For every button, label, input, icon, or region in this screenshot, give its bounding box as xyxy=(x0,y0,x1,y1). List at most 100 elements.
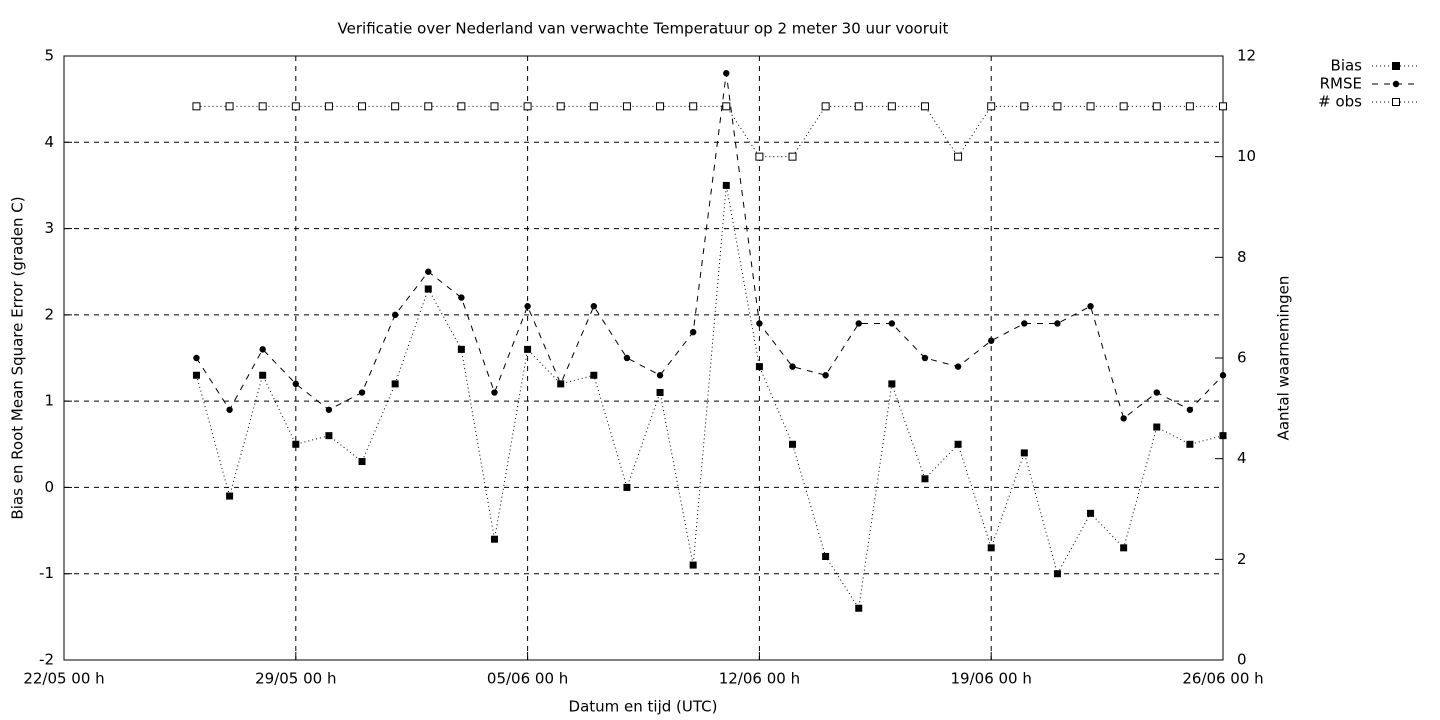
point xyxy=(259,346,266,353)
plot-frame xyxy=(63,55,1224,661)
y2-tick-label: 8 xyxy=(1237,248,1247,266)
point xyxy=(490,102,499,111)
point xyxy=(1054,320,1061,327)
x-axis-label: Datum en tijd (UTC) xyxy=(569,698,718,716)
point xyxy=(854,102,863,111)
legend-marker xyxy=(1392,80,1400,88)
point xyxy=(193,354,200,362)
point xyxy=(490,535,498,543)
y2-tick-label: 4 xyxy=(1237,449,1247,467)
point xyxy=(920,102,929,111)
point xyxy=(855,320,862,327)
point xyxy=(722,181,730,189)
point xyxy=(325,432,333,440)
y-tick-label: 2 xyxy=(44,305,54,323)
point xyxy=(722,102,731,111)
point xyxy=(491,389,498,396)
point xyxy=(524,345,532,353)
point xyxy=(589,102,598,111)
point xyxy=(788,152,797,161)
point xyxy=(292,380,299,388)
point xyxy=(457,102,466,111)
legend-label: # obs xyxy=(1318,93,1362,111)
point xyxy=(557,380,564,388)
point xyxy=(623,483,631,491)
series-line xyxy=(196,73,1224,420)
x-tick-label: 05/06 00 h xyxy=(487,670,568,688)
point xyxy=(225,102,234,111)
point xyxy=(358,102,367,111)
point xyxy=(523,102,532,111)
y-tick-label: 5 xyxy=(44,47,54,65)
point xyxy=(1219,372,1227,379)
x-tick-label: 12/06 00 h xyxy=(719,670,800,688)
point xyxy=(623,354,631,362)
point xyxy=(1186,406,1194,413)
point xyxy=(1053,570,1061,578)
point xyxy=(789,440,797,448)
point xyxy=(954,440,962,448)
point xyxy=(689,561,697,569)
point xyxy=(887,102,896,111)
x-tick-label: 19/06 00 h xyxy=(951,670,1032,688)
point xyxy=(656,372,664,379)
point xyxy=(954,152,963,161)
x-tick-label: 26/06 00 h xyxy=(1182,670,1263,688)
legend-marker xyxy=(1392,98,1400,106)
point xyxy=(954,363,962,370)
point xyxy=(689,328,697,336)
point xyxy=(424,285,432,293)
point xyxy=(391,311,399,319)
point xyxy=(292,440,300,448)
point xyxy=(1120,415,1127,422)
y-tick-label: 3 xyxy=(44,219,54,237)
y-axis-label: Bias en Root Mean Square Error (graden C… xyxy=(9,196,27,519)
point xyxy=(988,337,995,344)
point xyxy=(1186,440,1194,448)
point xyxy=(1086,102,1095,111)
point xyxy=(755,363,763,371)
point xyxy=(1020,449,1028,457)
point xyxy=(755,152,764,161)
point xyxy=(291,102,300,111)
y-tick-label: 1 xyxy=(44,392,54,410)
point xyxy=(1152,102,1161,111)
point xyxy=(556,102,565,111)
point xyxy=(1120,544,1128,552)
point xyxy=(789,363,796,370)
point xyxy=(590,371,598,379)
point xyxy=(424,102,433,111)
point xyxy=(1053,102,1062,111)
y2-tick-label: 0 xyxy=(1237,651,1247,669)
point xyxy=(622,102,631,111)
y2-axis-label: Aantal waarnemingen xyxy=(1275,276,1293,441)
legend-label: Bias xyxy=(1331,57,1363,75)
point xyxy=(358,389,366,396)
point xyxy=(259,371,267,379)
point xyxy=(1087,303,1094,310)
point xyxy=(822,372,829,379)
point xyxy=(822,552,830,560)
y-tick-label: 4 xyxy=(44,133,54,151)
point xyxy=(987,544,995,552)
y-tick-label: 0 xyxy=(44,478,54,496)
point xyxy=(425,268,432,275)
point xyxy=(524,303,531,310)
point xyxy=(590,303,598,310)
chart-title: Verificatie over Nederland van verwachte… xyxy=(338,20,949,38)
point xyxy=(1119,102,1128,111)
point xyxy=(1219,102,1227,111)
y2-tick-label: 10 xyxy=(1237,147,1256,165)
point xyxy=(1185,102,1194,111)
point xyxy=(987,102,996,111)
x-tick-label: 29/05 00 h xyxy=(255,670,336,688)
point xyxy=(457,345,465,353)
point xyxy=(1153,423,1161,431)
x-tick-label: 22/05 00 h xyxy=(23,670,104,688)
point xyxy=(1153,389,1160,396)
point xyxy=(258,102,267,111)
point xyxy=(192,371,200,379)
point xyxy=(821,102,830,111)
point xyxy=(855,604,863,612)
